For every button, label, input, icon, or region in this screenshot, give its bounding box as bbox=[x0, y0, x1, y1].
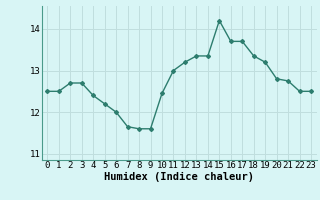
X-axis label: Humidex (Indice chaleur): Humidex (Indice chaleur) bbox=[104, 172, 254, 182]
